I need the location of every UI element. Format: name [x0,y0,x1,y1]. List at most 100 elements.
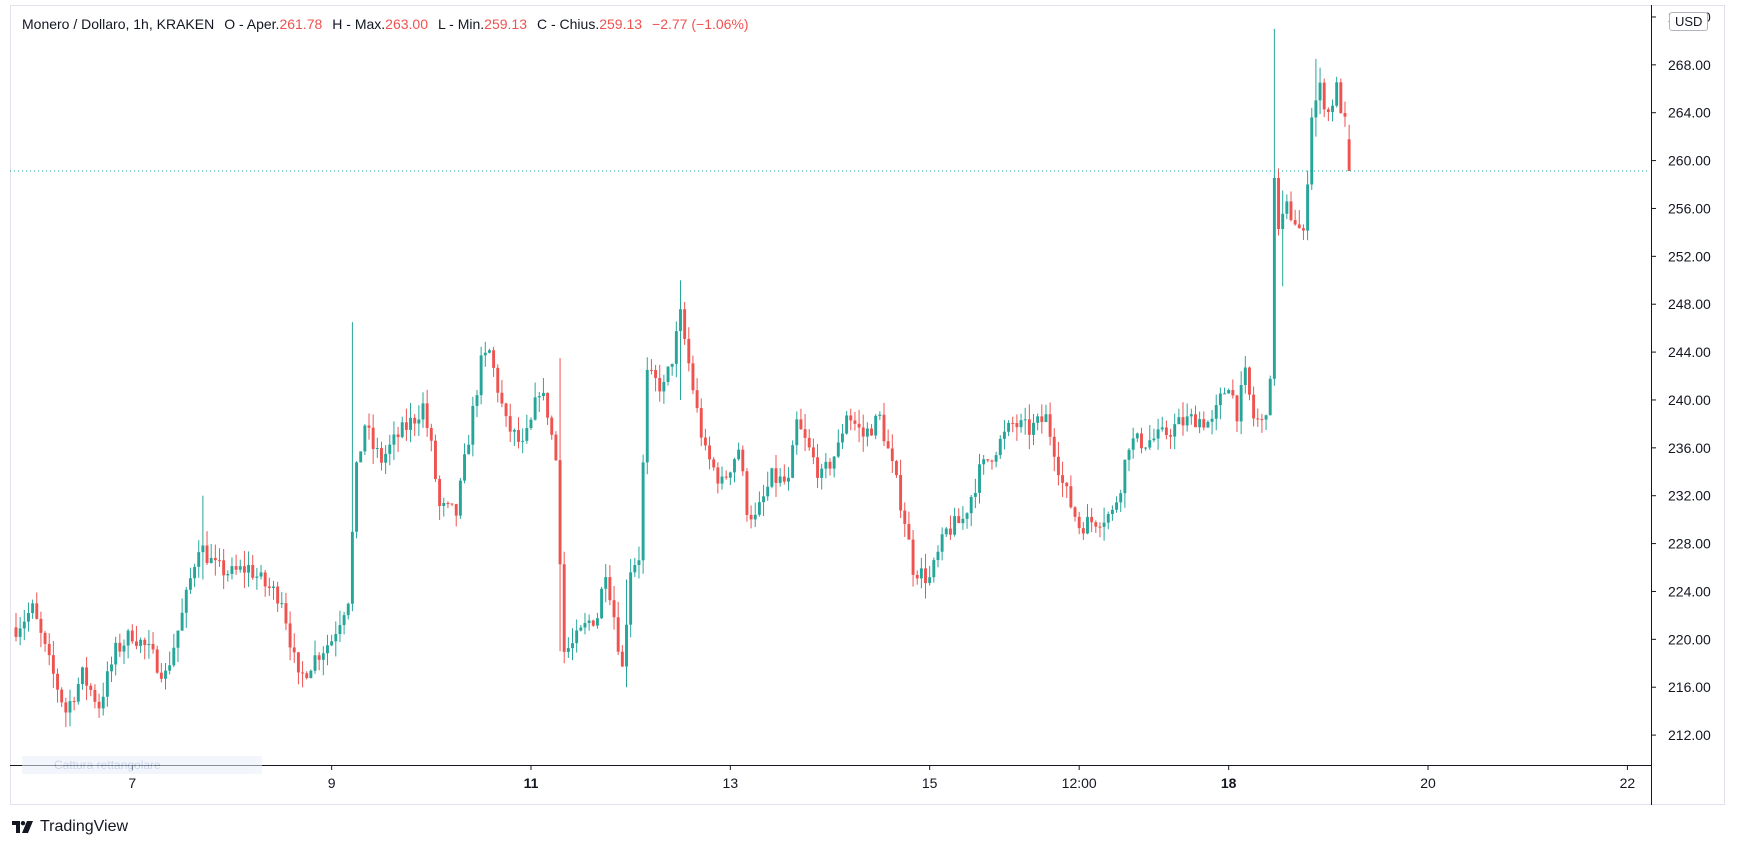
time-axis[interactable]: 7 9 11 13 15 12:00 18 20 22 [10,766,1650,804]
candle-body [438,479,442,506]
candle [537,392,541,412]
candle [292,633,296,663]
candle [1048,402,1052,446]
candle [1318,67,1322,115]
candle [1314,58,1318,137]
candle-body [60,689,64,703]
candle-body [1301,228,1305,231]
candle-body [504,403,508,417]
candle-body [1052,436,1056,457]
candle-body [571,643,574,649]
price-tick: 220.00 [1652,631,1711,647]
candle [384,445,388,474]
time-tick-label: 9 [328,775,336,791]
candle-body [708,445,712,460]
candle [1277,168,1280,236]
price-tick-label: 256.00 [1668,200,1711,216]
candle-body [728,472,732,478]
candle [558,358,562,652]
price-tick: 260.00 [1652,153,1711,169]
candle [238,559,242,573]
legend-open-value: 261.78 [279,16,323,32]
candle [1181,402,1185,436]
price-tick: 252.00 [1652,248,1711,264]
candle [1272,28,1276,386]
candle [1102,507,1106,541]
candle-body [1023,419,1027,421]
tradingview-logo[interactable]: TradingView [12,818,128,836]
legend-close-label: C - Chius. [536,16,600,32]
candle [342,611,346,635]
candle-body [355,462,359,532]
candle [122,639,126,664]
candle [782,464,786,485]
candle-body [230,566,234,574]
legend-symbol: Monero / Dollaro, 1h, KRAKEN [22,16,215,32]
candle [155,645,159,674]
candle-body [1002,431,1006,439]
candle-body [305,673,309,679]
candle [807,429,811,451]
candle-body [147,643,151,646]
candle-body [417,419,421,424]
candle [334,621,338,657]
candle-body [629,572,633,625]
candle [1086,504,1089,535]
candle [168,651,172,675]
candle-body [803,429,807,438]
candle-body [130,630,134,642]
candle-body [778,476,782,483]
candle-body [1148,440,1152,448]
candle [85,657,89,701]
candle [492,346,496,377]
candle-body [919,568,923,579]
candle-body [670,363,674,367]
candle [176,630,180,662]
currency-button[interactable]: USD [1669,12,1709,31]
candlestick-plot[interactable] [10,5,1650,765]
candle [130,624,134,644]
price-tick-label: 228.00 [1668,536,1711,552]
candle-body [1218,393,1222,406]
time-tick: 13 [723,766,738,791]
candle [1140,427,1143,454]
price-scale[interactable]: 212.00 216.00 220.00 224.00 228.00 232.00 236.… [1651,5,1726,805]
candle-body [625,624,628,667]
candle [309,669,313,679]
price-tick: 268.00 [1652,57,1711,73]
candle-body [1131,438,1135,450]
candle-body [1098,526,1102,528]
candle [994,451,998,468]
candle [97,693,101,718]
candle [1160,416,1164,432]
candle-body [1119,493,1123,503]
candle-body [330,641,334,646]
candle [114,636,118,676]
candle [541,377,545,401]
candle [512,428,516,446]
candle-body [699,408,703,438]
candle [301,661,305,688]
candle [948,515,952,540]
candle [695,378,699,413]
time-tick: 11 [524,766,539,791]
candle [1281,190,1285,287]
candle [463,443,466,484]
candle [1069,475,1073,509]
candle [637,546,641,579]
candle [878,411,882,421]
candle-body [604,577,608,589]
candle-body [1289,201,1293,221]
candle-body [1065,482,1069,487]
candle-body [782,476,786,482]
candle-body [1073,507,1077,517]
candle [305,671,309,680]
candle-body [633,565,637,573]
candle-body [874,415,878,436]
candle-body [770,468,774,487]
time-tick-label: 22 [1620,775,1636,791]
candle-body [238,566,242,570]
candle-body [1007,422,1011,432]
candle [882,402,886,447]
candle [64,697,68,728]
